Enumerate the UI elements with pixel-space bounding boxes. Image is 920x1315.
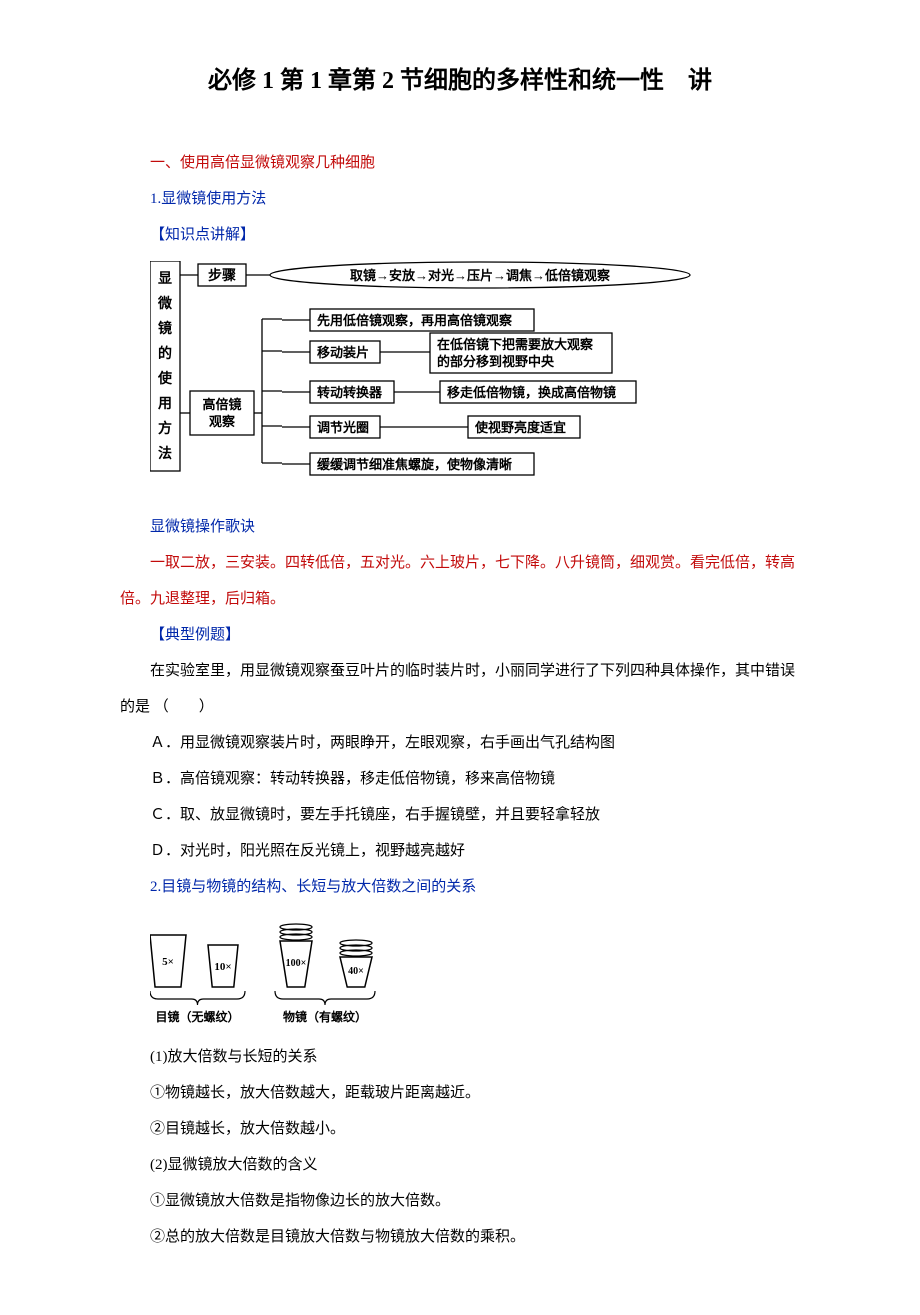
sub-heading-1: 1.显微镜使用方法 xyxy=(120,181,800,217)
svg-text:在低倍镜下把需要放大观察: 在低倍镜下把需要放大观察 xyxy=(437,337,594,352)
svg-text:的部分移到视野中央: 的部分移到视野中央 xyxy=(437,354,555,369)
svg-text:缓缓调节细准焦螺旋，使物像清晰: 缓缓调节细准焦螺旋，使物像清晰 xyxy=(317,457,512,472)
lens-diagram: 5× 10× 100× 40× 目镜（无螺纹） 物镜（有螺纹） xyxy=(150,917,800,1027)
svg-text:法: 法 xyxy=(158,445,172,462)
svg-text:100×: 100× xyxy=(286,958,307,969)
svg-text:步骤: 步骤 xyxy=(208,267,236,284)
example-label: 【典型例题】 xyxy=(120,617,800,653)
point-g2-1: ①显微镜放大倍数是指物像边长的放大倍数。 xyxy=(120,1183,800,1219)
point-g1: (1)放大倍数与长短的关系 xyxy=(120,1039,800,1075)
svg-text:物镜（有螺纹）: 物镜（有螺纹） xyxy=(283,1009,367,1024)
chant-heading: 显微镜操作歌诀 xyxy=(120,509,800,545)
page-title: 必修 1 第 1 章第 2 节细胞的多样性和统一性 讲 xyxy=(120,60,800,95)
point-g2: (2)显微镜放大倍数的含义 xyxy=(120,1147,800,1183)
svg-text:方: 方 xyxy=(158,420,172,437)
svg-text:微: 微 xyxy=(157,295,173,312)
point-g2-2: ②总的放大倍数是目镜放大倍数与物镜放大倍数的乘积。 xyxy=(120,1219,800,1255)
svg-text:5×: 5× xyxy=(162,956,174,968)
microscope-flow-diagram: 显微镜的使用方法 步骤 取镜→安放→对光→压片→调焦→低倍镜观察高倍镜观察 先用低倍镜… xyxy=(150,261,800,501)
point-g1-1: ①物镜越长，放大倍数越大，距载玻片距离越近。 xyxy=(120,1075,800,1111)
knowledge-label: 【知识点讲解】 xyxy=(120,217,800,253)
svg-text:目镜（无螺纹）: 目镜（无螺纹） xyxy=(155,1009,239,1024)
point-g1-2: ②目镜越长，放大倍数越小。 xyxy=(120,1111,800,1147)
svg-text:高倍镜: 高倍镜 xyxy=(202,397,241,412)
example-opt-a: Ａ．用显微镜观察装片时，两眼睁开，左眼观察，右手画出气孔结构图 xyxy=(120,725,800,761)
svg-text:先用低倍镜观察，再用高倍镜观察: 先用低倍镜观察，再用高倍镜观察 xyxy=(317,313,513,328)
example-opt-d: Ｄ．对光时，阳光照在反光镜上，视野越亮越好 xyxy=(120,833,800,869)
svg-text:用: 用 xyxy=(158,396,172,412)
svg-text:移动装片: 移动装片 xyxy=(317,345,369,360)
svg-text:使: 使 xyxy=(157,370,173,387)
section-heading: 一、使用高倍显微镜观察几种细胞 xyxy=(120,145,800,181)
svg-text:镜: 镜 xyxy=(158,320,172,337)
example-stem: 在实验室里，用显微镜观察蚕豆叶片的临时装片时，小丽同学进行了下列四种具体操作，其… xyxy=(120,653,800,725)
svg-text:观察: 观察 xyxy=(209,414,236,429)
svg-text:10×: 10× xyxy=(214,961,231,973)
example-opt-c: Ｃ．取、放显微镜时，要左手托镜座，右手握镜壁，并且要轻拿轻放 xyxy=(120,797,800,833)
svg-text:调节光圈: 调节光圈 xyxy=(317,420,369,435)
svg-text:40×: 40× xyxy=(348,966,364,977)
svg-text:转动转换器: 转动转换器 xyxy=(317,385,383,400)
chant-body: 一取二放，三安装。四转低倍，五对光。六上玻片，七下降。八升镜筒，细观赏。看完低倍… xyxy=(120,545,800,617)
svg-text:显: 显 xyxy=(158,271,172,287)
svg-text:使视野亮度适宜: 使视野亮度适宜 xyxy=(474,420,566,435)
example-opt-b: Ｂ．高倍镜观察：转动转换器，移走低倍物镜，移来高倍物镜 xyxy=(120,761,800,797)
sub-heading-2: 2.目镜与物镜的结构、长短与放大倍数之间的关系 xyxy=(120,869,800,905)
svg-text:移走低倍物镜，换成高倍物镜: 移走低倍物镜，换成高倍物镜 xyxy=(447,385,616,400)
svg-text:的: 的 xyxy=(158,345,172,362)
chant-text: 一取二放，三安装。四转低倍，五对光。六上玻片，七下降。八升镜筒，细观赏。看完低倍… xyxy=(120,555,795,607)
svg-text:取镜→安放→对光→压片→调焦→低倍镜观察: 取镜→安放→对光→压片→调焦→低倍镜观察 xyxy=(350,268,611,283)
